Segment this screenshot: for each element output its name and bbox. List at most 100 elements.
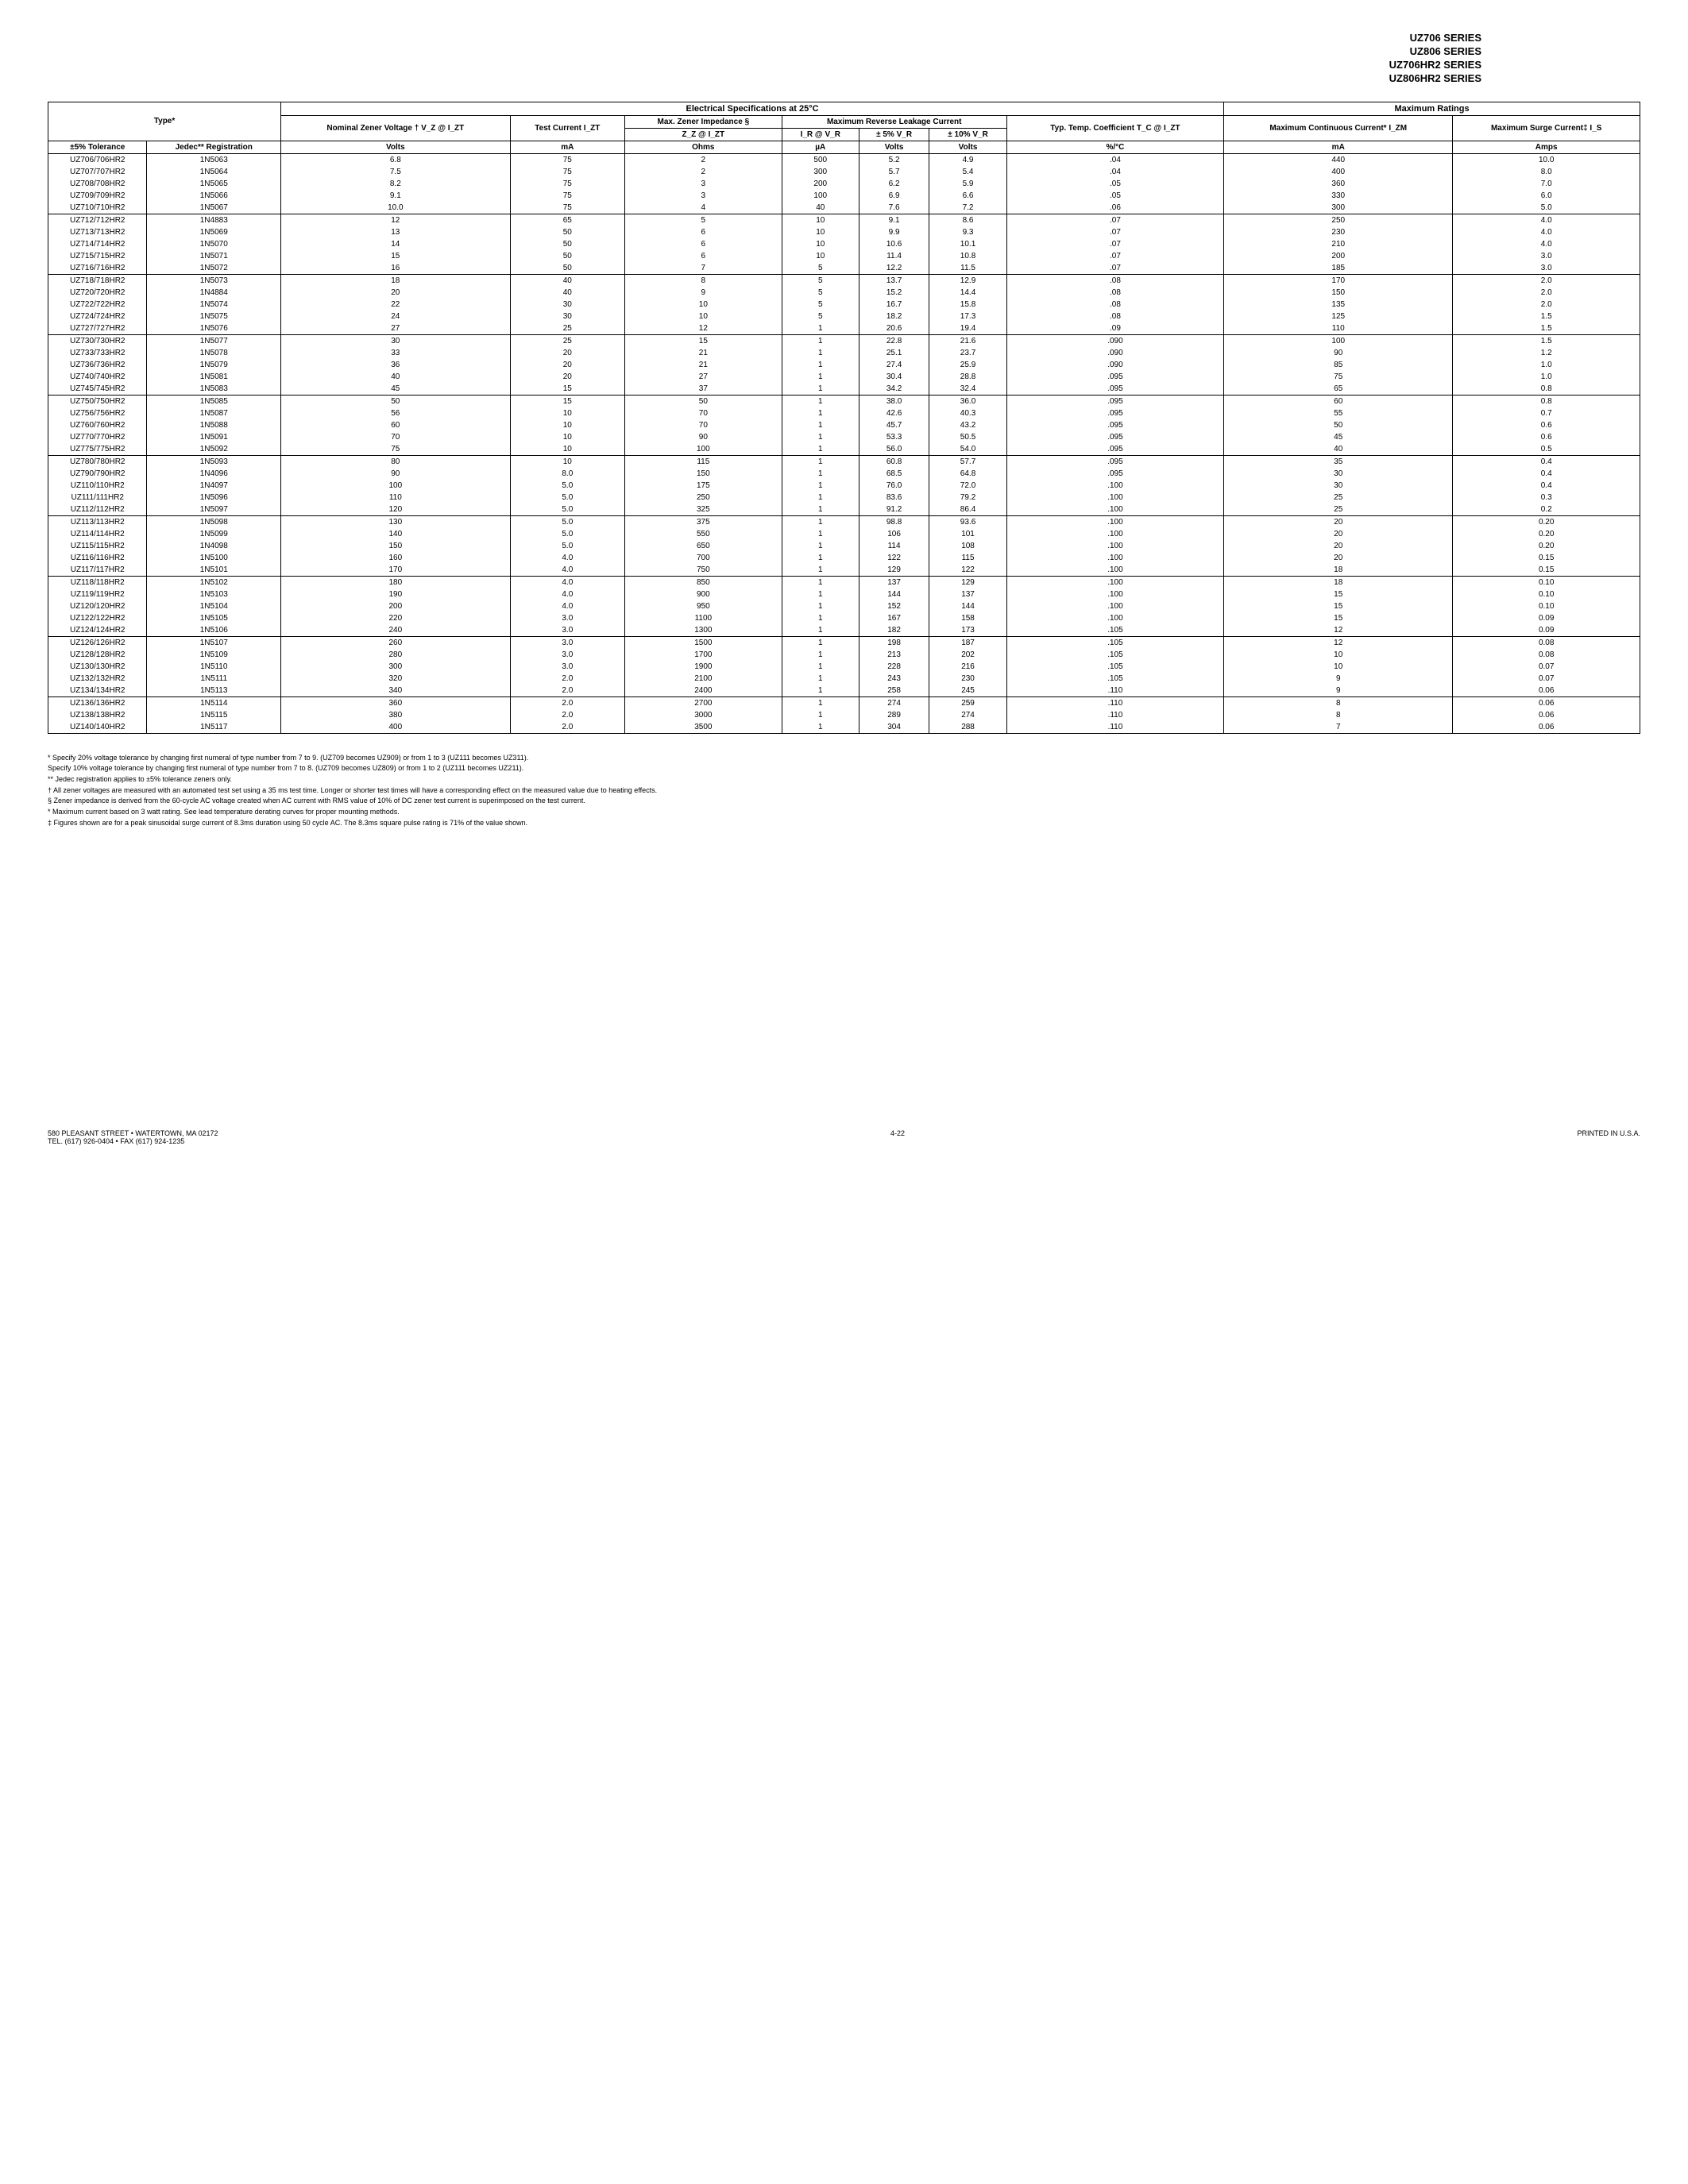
table-cell: 750: [625, 564, 782, 577]
table-cell: .100: [1006, 540, 1223, 552]
table-cell: 0.8: [1453, 395, 1640, 407]
table-cell: 0.4: [1453, 468, 1640, 480]
table-cell: 9.9: [859, 226, 929, 238]
table-cell: 60: [281, 419, 511, 431]
footer: 580 PLEASANT STREET • WATERTOWN, MA 0217…: [48, 1129, 1640, 1145]
table-cell: 1: [782, 359, 859, 371]
table-cell: 20: [1224, 528, 1453, 540]
table-cell: 15: [1224, 612, 1453, 624]
table-cell: 60: [1224, 395, 1453, 407]
table-cell: 40: [510, 287, 624, 299]
table-cell: 10: [510, 455, 624, 468]
table-cell: 7.6: [859, 202, 929, 214]
table-row: UZ709/709HR21N50669.17531006.96.6.053306…: [48, 190, 1640, 202]
table-cell: 45: [1224, 431, 1453, 443]
table-cell: 0.06: [1453, 721, 1640, 734]
table-cell: 4.0: [510, 588, 624, 600]
unit-ua: µA: [782, 141, 859, 153]
table-cell: 1: [782, 480, 859, 492]
table-cell: 144: [859, 588, 929, 600]
table-cell: 259: [929, 696, 1007, 709]
table-cell: 6: [625, 238, 782, 250]
table-cell: 10.8: [929, 250, 1007, 262]
table-cell: .04: [1006, 166, 1223, 178]
table-cell: 202: [929, 649, 1007, 661]
table-cell: 100: [782, 190, 859, 202]
table-cell: 1N5079: [147, 359, 281, 371]
table-row: UZ722/722HR21N5074223010516.715.8.081352…: [48, 299, 1640, 311]
table-cell: 20: [510, 347, 624, 359]
table-cell: 20.6: [859, 322, 929, 335]
table-cell: 160: [281, 552, 511, 564]
table-cell: 15: [1224, 600, 1453, 612]
table-row: UZ122/122HR21N51052203.011001167158.1001…: [48, 612, 1640, 624]
table-cell: UZ115/115HR2: [48, 540, 147, 552]
table-cell: 1N5067: [147, 202, 281, 214]
table-row: UZ712/712HR21N488312655109.18.6.072504.0: [48, 214, 1640, 226]
table-cell: 2700: [625, 696, 782, 709]
table-cell: 25.1: [859, 347, 929, 359]
table-cell: 25: [510, 334, 624, 347]
table-cell: 7: [625, 262, 782, 275]
table-cell: .090: [1006, 359, 1223, 371]
unit-volts3: Volts: [929, 141, 1007, 153]
table-cell: 1N5105: [147, 612, 281, 624]
table-cell: .07: [1006, 238, 1223, 250]
table-cell: 140: [281, 528, 511, 540]
table-cell: 250: [625, 492, 782, 504]
table-cell: .095: [1006, 431, 1223, 443]
table-cell: 1: [782, 443, 859, 456]
table-cell: 18.2: [859, 311, 929, 322]
table-cell: 1N5117: [147, 721, 281, 734]
table-cell: 3.0: [1453, 262, 1640, 275]
table-row: UZ140/140HR21N51174002.035001304288.1107…: [48, 721, 1640, 734]
table-cell: 250: [1224, 214, 1453, 226]
table-cell: 40: [281, 371, 511, 383]
table-cell: 21.6: [929, 334, 1007, 347]
unit-pctc: %/°C: [1006, 141, 1223, 153]
table-cell: 1N5106: [147, 624, 281, 637]
table-cell: 15: [281, 250, 511, 262]
table-cell: 400: [1224, 166, 1453, 178]
table-cell: 37: [625, 383, 782, 396]
table-cell: 1: [782, 636, 859, 649]
table-cell: .095: [1006, 383, 1223, 396]
table-cell: 100: [625, 443, 782, 456]
unit-amps: Amps: [1453, 141, 1640, 153]
table-row: UZ770/770HR21N5091701090153.350.5.095450…: [48, 431, 1640, 443]
table-cell: 30.4: [859, 371, 929, 383]
table-cell: 1: [782, 576, 859, 588]
table-cell: 1N4097: [147, 480, 281, 492]
table-cell: 70: [625, 419, 782, 431]
table-cell: 72.0: [929, 480, 1007, 492]
table-cell: 0.8: [1453, 383, 1640, 396]
table-cell: 1N4883: [147, 214, 281, 226]
table-cell: 93.6: [929, 515, 1007, 528]
table-cell: .110: [1006, 685, 1223, 697]
table-cell: 75: [510, 190, 624, 202]
table-cell: 900: [625, 588, 782, 600]
table-cell: .08: [1006, 274, 1223, 287]
table-cell: 5: [625, 214, 782, 226]
table-cell: 27: [281, 322, 511, 335]
table-cell: 0.2: [1453, 504, 1640, 516]
table-cell: 8.0: [1453, 166, 1640, 178]
table-cell: 10: [1224, 661, 1453, 673]
table-row: UZ136/136HR21N51143602.027001274259.1108…: [48, 696, 1640, 709]
table-row: UZ138/138HR21N51153802.030001289274.1108…: [48, 709, 1640, 721]
table-row: UZ117/117HR21N51011704.07501129122.10018…: [48, 564, 1640, 577]
table-cell: 274: [859, 696, 929, 709]
table-cell: 1N5064: [147, 166, 281, 178]
table-cell: 8.6: [929, 214, 1007, 226]
table-cell: .110: [1006, 721, 1223, 734]
table-cell: 1N5075: [147, 311, 281, 322]
table-cell: 0.08: [1453, 636, 1640, 649]
table-cell: 15: [1224, 588, 1453, 600]
table-cell: UZ114/114HR2: [48, 528, 147, 540]
table-cell: 8.0: [510, 468, 624, 480]
table-row: UZ111/111HR21N50961105.0250183.679.2.100…: [48, 492, 1640, 504]
table-cell: 2.0: [1453, 274, 1640, 287]
table-cell: 12.2: [859, 262, 929, 275]
table-cell: UZ124/124HR2: [48, 624, 147, 637]
table-cell: 6: [625, 250, 782, 262]
